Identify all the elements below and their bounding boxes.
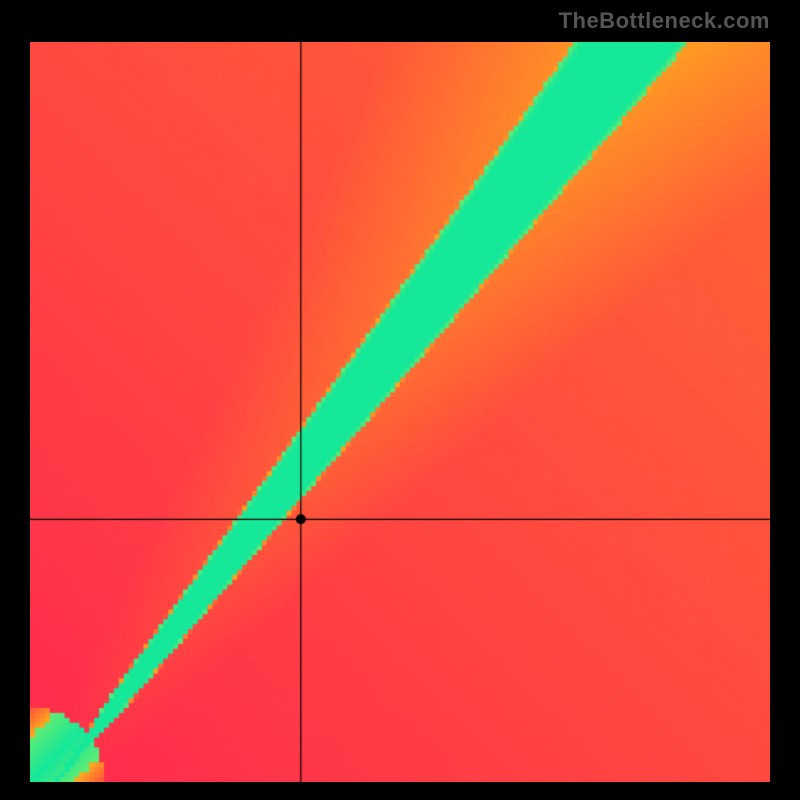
heatmap-canvas xyxy=(30,42,770,782)
watermark-text: TheBottleneck.com xyxy=(559,8,770,34)
heatmap-plot xyxy=(30,42,770,782)
